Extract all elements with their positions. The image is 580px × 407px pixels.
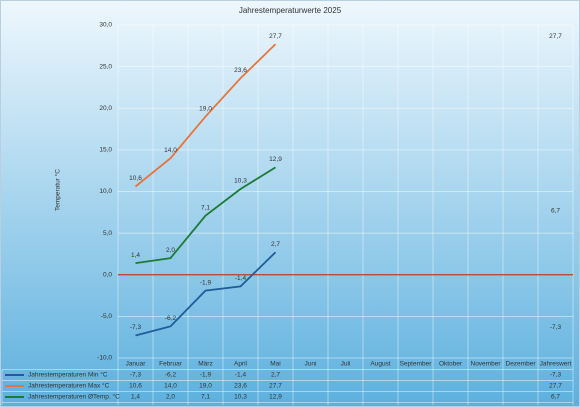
data-label: 2,0 <box>166 247 175 254</box>
data-label: 6,7 <box>551 208 560 215</box>
x-tick-label: Juli <box>341 361 351 368</box>
y-axis-label: Temperatur °C <box>54 169 62 211</box>
data-label: 12,9 <box>269 156 282 163</box>
data-label: 7,1 <box>201 204 210 211</box>
data-label: 14,0 <box>164 147 177 154</box>
x-tick-label: September <box>400 361 433 368</box>
y-tick-label: 20,0 <box>99 105 112 112</box>
table-cell: -1,4 <box>235 372 247 379</box>
x-tick-label: Oktober <box>439 361 463 368</box>
data-label: 1,4 <box>131 252 140 259</box>
x-tick-label: Jahreswert <box>540 361 572 368</box>
x-tick-label: Mai <box>270 361 280 368</box>
table-cell: 12,9 <box>269 394 282 401</box>
table-cell: 23,6 <box>234 383 247 390</box>
data-label: -7,3 <box>550 324 562 331</box>
x-tick-label: Februar <box>159 361 183 368</box>
y-tick-label: 10,0 <box>99 188 112 195</box>
y-tick-label: 0,0 <box>103 271 112 278</box>
table-cell: 14,0 <box>164 383 177 390</box>
table-cell: 27,7 <box>269 383 282 390</box>
y-tick-label: -5,0 <box>101 313 113 320</box>
chart-title: Jahrestemperaturwerte 2025 <box>239 6 342 15</box>
x-tick-label: Januar <box>126 361 147 368</box>
table-cell: 7,1 <box>201 394 210 401</box>
table-cell: 1,4 <box>131 394 140 401</box>
table-cell: 10,6 <box>129 383 142 390</box>
data-label: -6,2 <box>165 315 177 322</box>
table-cell: 19,0 <box>199 383 212 390</box>
y-tick-label: -10,0 <box>97 355 112 362</box>
table-cell: -7,3 <box>130 372 142 379</box>
y-tick-label: 5,0 <box>103 230 112 237</box>
table-cell: 2,7 <box>271 372 280 379</box>
data-label: 23,6 <box>234 67 247 74</box>
y-tick-label: 15,0 <box>99 147 112 154</box>
data-label: 27,7 <box>269 33 282 40</box>
data-label: -7,3 <box>130 324 142 331</box>
data-label: -1,9 <box>200 279 212 286</box>
table-cell: 6,7 <box>551 394 560 401</box>
data-label: 2,7 <box>271 241 280 248</box>
x-tick-label: März <box>198 361 212 368</box>
x-tick-label: Dezember <box>506 361 537 368</box>
data-label: 19,0 <box>199 105 212 112</box>
table-cell: -1,9 <box>200 372 212 379</box>
table-cell: 27,7 <box>549 383 562 390</box>
y-tick-label: 25,0 <box>99 63 112 70</box>
legend-label: Jahrestemperaturen ØTemp. °C <box>28 393 120 401</box>
table-cell: 10,3 <box>234 394 247 401</box>
data-label: 10,3 <box>234 178 247 185</box>
table-cell: 2,0 <box>166 394 175 401</box>
table-cell: -6,2 <box>165 372 177 379</box>
y-tick-label: 30,0 <box>99 22 112 29</box>
x-tick-label: Juni <box>305 361 317 368</box>
data-label: 27,7 <box>549 33 562 40</box>
x-tick-label: November <box>471 361 502 368</box>
x-tick-label: August <box>370 361 390 368</box>
table-cell: -7,3 <box>550 372 562 379</box>
data-label: -1,4 <box>235 275 247 282</box>
data-label: 10,6 <box>129 175 142 182</box>
legend-label: Jahrestemperaturen Min °C <box>28 371 108 379</box>
legend-label: Jahrestemperaturen Max °C <box>28 382 110 390</box>
x-tick-label: April <box>234 361 248 368</box>
